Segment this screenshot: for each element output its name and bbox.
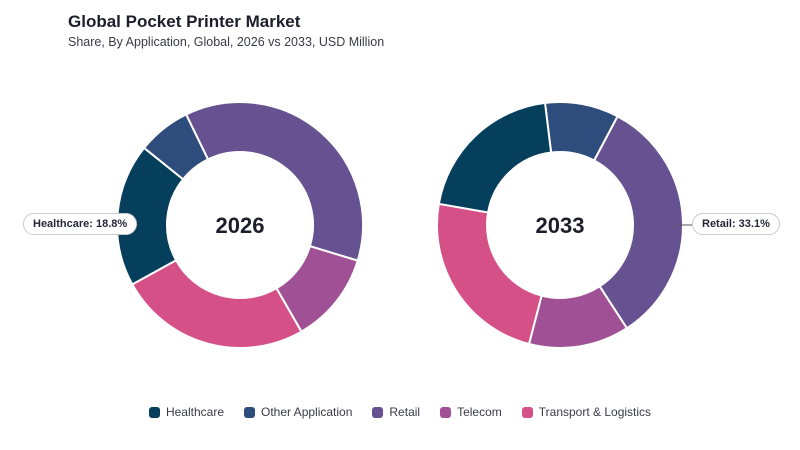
- legend-item-healthcare[interactable]: Healthcare: [148, 405, 224, 419]
- legend-item-transport-logistics[interactable]: Transport & Logistics: [521, 405, 652, 419]
- center-label-2033: 2033: [536, 213, 585, 238]
- chart-subtitle: Share, By Application, Global, 2026 vs 2…: [68, 35, 385, 49]
- legend-swatch: [372, 406, 384, 418]
- legend-item-telecom[interactable]: Telecom: [440, 405, 502, 419]
- legend-label: Healthcare: [165, 405, 224, 419]
- slice-2026-other-application[interactable]: [142, 113, 210, 181]
- slice-2033-healthcare[interactable]: [437, 101, 553, 214]
- center-label-2026: 2026: [216, 213, 265, 238]
- slice-2026-transport-logistics[interactable]: [130, 258, 303, 349]
- legend-swatch: [440, 406, 452, 418]
- legend-label: Transport & Logistics: [538, 405, 652, 419]
- legend-swatch: [244, 406, 255, 418]
- legend-swatch: [148, 406, 160, 418]
- slice-2026-retail[interactable]: [184, 101, 364, 262]
- slice-2033-transport-logistics[interactable]: [436, 202, 543, 346]
- legend: Healthcare Other Application Retail Telecom…: [0, 405, 800, 419]
- legend-label: Retail: [389, 405, 421, 419]
- legend-swatch: [521, 406, 533, 418]
- slice-2033-retail[interactable]: [592, 114, 684, 330]
- callout-healthcare-2026: Healthcare: 18.8%: [23, 213, 138, 235]
- legend-item-retail[interactable]: Retail: [372, 405, 420, 419]
- legend-label: Telecom: [457, 405, 502, 419]
- legend-item-other-application[interactable]: Other Application: [244, 405, 352, 419]
- callout-retail-2033: Retail: 33.1%: [692, 213, 780, 235]
- chart-title: Global Pocket Printer Market: [68, 12, 301, 31]
- legend-label: Other Application: [261, 405, 353, 419]
